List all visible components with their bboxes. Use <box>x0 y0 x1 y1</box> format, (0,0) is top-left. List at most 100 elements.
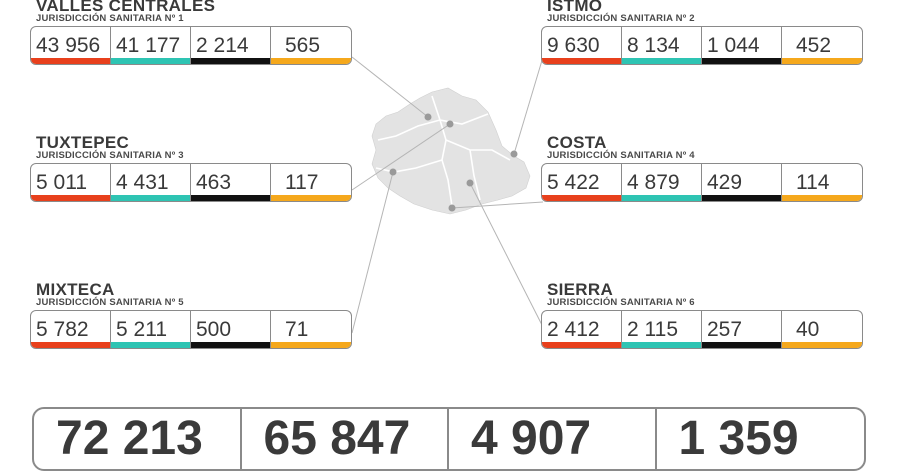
region-stats-box: 5 782 5 211 500 71 <box>30 310 352 349</box>
stat-value: 8 134 <box>627 33 680 57</box>
stat-value: 429 <box>707 170 743 194</box>
stat-cell: 117 <box>271 164 351 201</box>
stat-color-bar <box>782 195 862 201</box>
stat-color-bar <box>622 195 701 201</box>
region-sierra: SIERRA JURISDICCIÓN SANITARIA Nº 6 2 412… <box>541 280 863 349</box>
leader-lines <box>351 56 544 334</box>
stat-value: 1 044 <box>707 33 760 57</box>
region-name: TUXTEPEC <box>36 133 130 152</box>
stat-color-bar <box>622 58 701 64</box>
state-silhouette <box>371 87 531 215</box>
stat-value: 2 115 <box>627 317 678 341</box>
stat-cell: 4 431 <box>111 164 191 201</box>
oaxaca-map <box>351 56 544 334</box>
stat-color-bar <box>31 58 110 64</box>
region-valles-centrales: VALLES CENTRALES JURISDICCIÓN SANITARIA … <box>30 0 352 65</box>
stat-color-bar <box>702 195 781 201</box>
stat-value: 114 <box>796 170 830 194</box>
total-value: 65 847 <box>242 409 449 469</box>
stat-color-bar <box>31 342 110 348</box>
stat-cell: 40 <box>782 311 862 348</box>
region-istmo: ISTMO JURISDICCIÓN SANITARIA Nº 2 9 630 … <box>541 0 863 65</box>
stat-cell: 8 134 <box>622 27 702 64</box>
region-costa: COSTA JURISDICCIÓN SANITARIA Nº 4 5 422 … <box>541 133 863 202</box>
stat-value: 9 630 <box>547 33 600 57</box>
stat-cell: 452 <box>782 27 862 64</box>
stat-color-bar <box>702 342 781 348</box>
stat-value: 40 <box>796 317 820 341</box>
stat-value: 463 <box>196 170 232 194</box>
region-jurisdiction: JURISDICCIÓN SANITARIA Nº 2 <box>547 13 695 24</box>
stat-value: 71 <box>285 317 309 341</box>
stat-value: 4 431 <box>116 170 169 194</box>
region-stats-box: 5 011 4 431 463 117 <box>30 163 352 202</box>
stat-cell: 2 412 <box>542 311 622 348</box>
stat-color-bar <box>702 58 781 64</box>
region-jurisdiction: JURISDICCIÓN SANITARIA Nº 1 <box>36 13 184 24</box>
stat-cell: 71 <box>271 311 351 348</box>
stat-value: 500 <box>196 317 232 341</box>
region-jurisdiction: JURISDICCIÓN SANITARIA Nº 6 <box>547 297 695 308</box>
stat-color-bar <box>542 58 621 64</box>
stat-cell: 500 <box>191 311 271 348</box>
stat-value: 4 879 <box>627 170 680 194</box>
stat-value: 2 412 <box>547 317 600 341</box>
region-name: SIERRA <box>547 280 614 299</box>
stat-cell: 43 956 <box>31 27 111 64</box>
total-value: 1 359 <box>678 412 799 465</box>
region-name: VALLES CENTRALES <box>36 0 216 15</box>
jurisdiction-borders <box>375 95 511 207</box>
stat-cell: 41 177 <box>111 27 191 64</box>
region-jurisdiction: JURISDICCIÓN SANITARIA Nº 5 <box>36 297 184 308</box>
stat-cell: 5 782 <box>31 311 111 348</box>
stat-color-bar <box>782 58 862 64</box>
stat-color-bar <box>542 195 621 201</box>
stat-value: 5 011 <box>36 170 87 194</box>
stat-color-bar <box>622 342 701 348</box>
region-name: COSTA <box>547 133 607 152</box>
region-tuxtepec: TUXTEPEC JURISDICCIÓN SANITARIA Nº 3 5 0… <box>30 133 352 202</box>
stat-cell: 429 <box>702 164 782 201</box>
stat-color-bar <box>111 342 190 348</box>
region-name: ISTMO <box>547 0 603 15</box>
region-jurisdiction: JURISDICCIÓN SANITARIA Nº 4 <box>547 150 695 161</box>
stat-color-bar <box>191 342 270 348</box>
region-mixteca: MIXTECA JURISDICCIÓN SANITARIA Nº 5 5 78… <box>30 280 352 349</box>
stat-color-bar <box>542 342 621 348</box>
stat-cell: 5 211 <box>111 311 191 348</box>
stat-color-bar <box>271 195 351 201</box>
stat-cell: 4 879 <box>622 164 702 201</box>
stat-value: 5 782 <box>36 317 89 341</box>
stat-value: 2 214 <box>196 33 249 57</box>
stat-value: 43 956 <box>36 33 101 57</box>
stat-cell: 257 <box>702 311 782 348</box>
stat-cell: 2 214 <box>191 27 271 64</box>
region-name: MIXTECA <box>36 280 115 299</box>
stat-cell: 9 630 <box>542 27 622 64</box>
region-stats-box: 9 630 8 134 1 044 452 <box>541 26 863 65</box>
total-value: 72 213 <box>34 409 242 469</box>
stat-color-bar <box>782 342 862 348</box>
region-jurisdiction: JURISDICCIÓN SANITARIA Nº 3 <box>36 150 184 161</box>
stat-value: 257 <box>707 317 743 341</box>
total-value: 4 907 <box>449 409 657 469</box>
stat-value: 5 422 <box>547 170 600 194</box>
stat-value: 565 <box>285 33 321 57</box>
stat-color-bar <box>191 58 270 64</box>
region-stats-box: 43 956 41 177 2 214 565 <box>30 26 352 65</box>
stat-color-bar <box>111 195 190 201</box>
jurisdiction-dots <box>389 113 518 212</box>
stat-cell: 5 011 <box>31 164 111 201</box>
stat-cell: 2 115 <box>622 311 702 348</box>
region-stats-box: 5 422 4 879 429 114 <box>541 163 863 202</box>
stat-cell: 1 044 <box>702 27 782 64</box>
stat-cell: 5 422 <box>542 164 622 201</box>
totals-box: 72 213 65 847 4 907 1 359 <box>32 407 866 471</box>
stat-value: 452 <box>796 33 832 57</box>
stat-color-bar <box>271 342 351 348</box>
stat-value: 117 <box>285 170 319 194</box>
stat-value: 5 211 <box>116 317 167 341</box>
stat-cell: 114 <box>782 164 862 201</box>
stat-color-bar <box>31 195 110 201</box>
stat-cell: 463 <box>191 164 271 201</box>
